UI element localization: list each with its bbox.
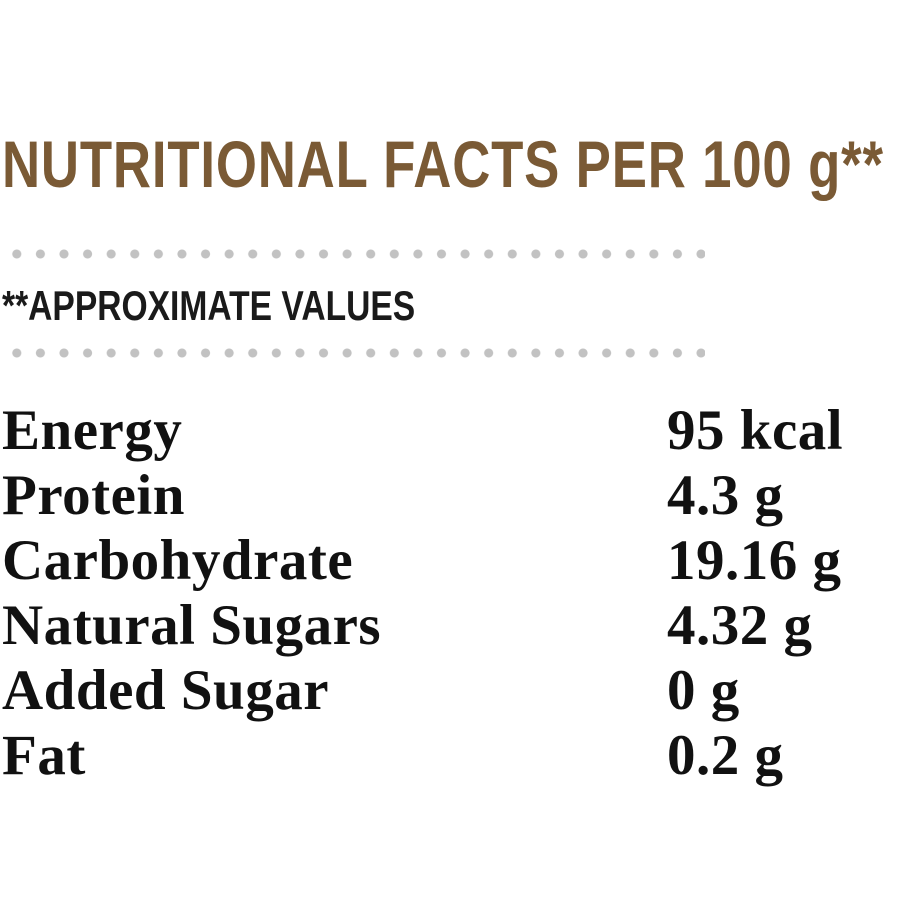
page-title: NUTRITIONAL FACTS PER 100 g** xyxy=(2,127,884,201)
approximate-values-note: **APPROXIMATE VALUES xyxy=(2,282,416,329)
dotted-divider-top xyxy=(5,248,705,260)
nutrient-label: Protein xyxy=(2,464,185,527)
nutrient-label: Energy xyxy=(2,399,183,462)
nutrient-label: Fat xyxy=(2,724,86,787)
nutrition-row-added-sugar: Added Sugar 0 g xyxy=(0,658,900,723)
nutrient-label: Added Sugar xyxy=(2,659,330,722)
nutrition-row-energy: Energy 95 kcal xyxy=(0,398,900,463)
nutrient-label: Natural Sugars xyxy=(2,594,382,657)
nutrient-amount: 95 kcal xyxy=(667,399,844,462)
nutrient-label: Carbohydrate xyxy=(2,529,354,592)
nutrition-row-fat: Fat 0.2 g xyxy=(0,723,900,788)
nutrient-amount: 4.32 g xyxy=(667,594,813,657)
nutrition-row-natural-sugars: Natural Sugars 4.32 g xyxy=(0,593,900,658)
nutrient-amount: 4.3 g xyxy=(667,464,784,527)
nutrition-row-protein: Protein 4.3 g xyxy=(0,463,900,528)
nutrient-amount: 19.16 g xyxy=(667,529,842,592)
nutrition-table: Energy 95 kcal Protein 4.3 g Carbohydrat… xyxy=(0,398,900,788)
nutrient-amount: 0 g xyxy=(667,659,740,722)
nutrient-amount: 0.2 g xyxy=(667,724,784,787)
dotted-divider-bottom xyxy=(5,347,705,359)
nutrition-row-carbohydrate: Carbohydrate 19.16 g xyxy=(0,528,900,593)
